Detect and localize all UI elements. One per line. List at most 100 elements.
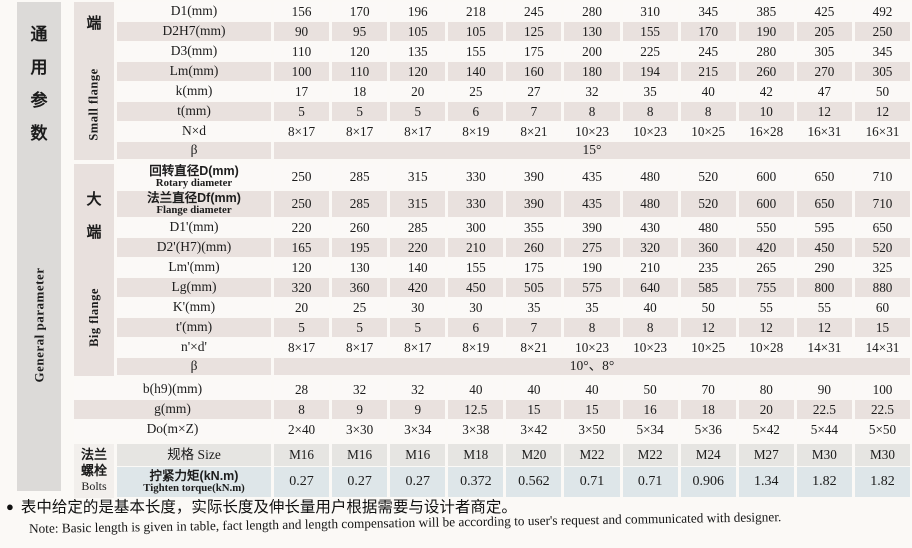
value-cell: 450: [448, 278, 504, 297]
value-cell: 80: [738, 380, 794, 399]
value-cell: 755: [738, 278, 794, 297]
value-cell: 14×31: [854, 338, 911, 357]
value-cell: 10×23: [564, 122, 620, 141]
value-cell: 195: [332, 238, 388, 257]
value-cell: 5: [390, 102, 446, 121]
value-cell: 16×31: [854, 122, 911, 141]
value-cell: 330: [448, 164, 504, 190]
value-cell: 25: [332, 298, 388, 317]
value-cell: 290: [796, 258, 852, 277]
parameter-table: 端 Small flange D1(mm) 156 170 196 218 245 280 310…: [74, 2, 911, 502]
value-cell: 40: [622, 298, 678, 317]
value-cell: 600: [738, 191, 794, 217]
value-cell: 60: [854, 298, 911, 317]
value-cell: 40: [564, 380, 620, 399]
value-cell: 5×34: [622, 420, 678, 439]
value-cell: 8×17: [332, 338, 388, 357]
value-cell: 7: [506, 318, 562, 337]
value-cell: 220: [274, 218, 330, 237]
row-label: t'(mm): [117, 318, 271, 337]
group-label-bolts: 法兰 螺栓 Bolts: [74, 444, 114, 498]
value-cell: 25: [448, 82, 504, 101]
value-cell: 492: [854, 2, 911, 21]
value-cell: M18: [448, 444, 504, 466]
value-cell: 8×19: [448, 338, 504, 357]
value-cell: 6: [448, 102, 504, 121]
general-parameter-char: 通: [30, 25, 48, 44]
value-cell: 600: [738, 164, 794, 190]
value-cell: 480: [622, 164, 678, 190]
value-cell: 15: [506, 400, 562, 419]
value-cell: 16×28: [738, 122, 794, 141]
value-cell: 355: [506, 218, 562, 237]
section-rows: 规格 Size M16 M16 M16 M18 M20 M22 M22 M24 M27 M30 M30…: [117, 444, 911, 498]
value-cell: 390: [564, 218, 620, 237]
value-cell: 330: [448, 191, 504, 217]
value-cell: 20: [274, 298, 330, 317]
value-cell: 10×28: [738, 338, 794, 357]
value-cell: 1.82: [796, 467, 852, 497]
value-cell: 435: [564, 191, 620, 217]
table-row: t'(mm) 5 5 5 6 7 8 8 12 12 12 15: [117, 318, 911, 337]
table-row: N×d 8×17 8×17 8×17 8×19 8×21 10×23 10×23 10×25 16…: [117, 122, 911, 141]
general-parameter-char: 用: [30, 58, 48, 77]
merged-value-cell: 15°: [274, 142, 910, 159]
value-cell: 5×36: [680, 420, 736, 439]
row-label: N×d: [117, 122, 271, 141]
value-cell: 15: [564, 400, 620, 419]
row-label: D1(mm): [117, 2, 271, 21]
section-big-flange: 大端 Big flange 回转直径D(mm) Rotary diameter 250 2…: [74, 164, 911, 376]
value-cell: 90: [796, 380, 852, 399]
section-rows: 回转直径D(mm) Rotary diameter 250 285 315 330 390 4…: [117, 164, 911, 376]
value-cell: 10×25: [680, 122, 736, 141]
value-cell: 218: [448, 2, 504, 21]
value-cell: 140: [448, 62, 504, 81]
value-cell: 250: [274, 164, 330, 190]
value-cell: 120: [274, 258, 330, 277]
value-cell: 880: [854, 278, 911, 297]
value-cell: 100: [274, 62, 330, 81]
row-label-en: Rotary diameter: [155, 176, 233, 189]
value-cell: 8×21: [506, 338, 562, 357]
value-cell: 650: [796, 164, 852, 190]
value-cell: 95: [332, 22, 388, 41]
value-cell: 320: [274, 278, 330, 297]
value-cell: 300: [448, 218, 504, 237]
value-cell: 210: [622, 258, 678, 277]
value-cell: 18: [332, 82, 388, 101]
value-cell: 3×42: [506, 420, 562, 439]
value-cell: 22.5: [796, 400, 852, 419]
table-row: k(mm) 17 18 20 25 27 32 35 40 42 47 50: [117, 82, 911, 101]
value-cell: 30: [448, 298, 504, 317]
value-cell: 245: [680, 42, 736, 61]
value-cell: 32: [564, 82, 620, 101]
value-cell: 10×25: [680, 338, 736, 357]
value-cell: 0.71: [622, 467, 678, 497]
value-cell: 520: [680, 164, 736, 190]
table-row: t(mm) 5 5 5 6 7 8 8 8 10 12 12: [117, 102, 911, 121]
value-cell: 310: [622, 2, 678, 21]
value-cell: 190: [738, 22, 794, 41]
value-cell: 8: [622, 318, 678, 337]
value-cell: 140: [390, 258, 446, 277]
value-cell: 325: [854, 258, 911, 277]
group-zh-char: 端: [86, 15, 102, 32]
value-cell: 595: [796, 218, 852, 237]
value-cell: 8×17: [274, 338, 330, 357]
value-cell: 550: [738, 218, 794, 237]
value-cell: 220: [390, 238, 446, 257]
row-label: β: [117, 358, 271, 375]
value-cell: 12: [796, 318, 852, 337]
value-cell: 35: [622, 82, 678, 101]
value-cell: 105: [390, 22, 446, 41]
value-cell: 16×31: [796, 122, 852, 141]
value-cell: 20: [390, 82, 446, 101]
table-row: D1'(mm) 220 260 285 300 355 390 430 480 550 595 650: [117, 218, 911, 237]
row-label: b(h9)(mm): [74, 380, 271, 399]
group-zh-char: 端: [86, 224, 102, 241]
value-cell: 20: [738, 400, 794, 419]
value-cell: 1.34: [738, 467, 794, 497]
value-cell: 28: [274, 380, 330, 399]
value-cell: 35: [564, 298, 620, 317]
value-cell: M27: [738, 444, 794, 466]
